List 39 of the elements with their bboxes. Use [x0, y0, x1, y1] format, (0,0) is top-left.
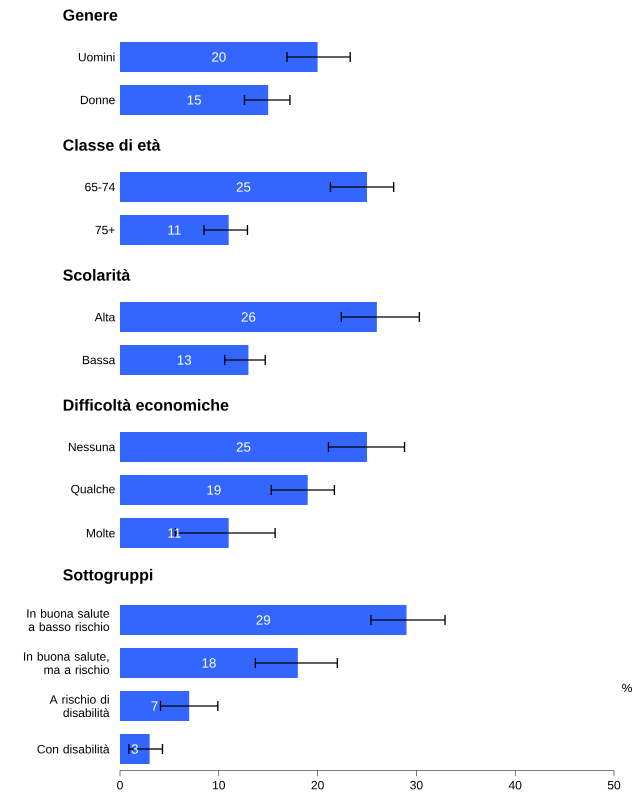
y-tick-label: Con disabilità [37, 744, 110, 754]
bar [120, 690, 190, 722]
y-tick-label: 75+ [96, 226, 115, 234]
chart-title: Classe di età [63, 138, 161, 151]
chart-title: Difficoltà economiche [64, 398, 228, 411]
y-tick-label: Alta [94, 312, 116, 322]
data-label: 13 [178, 355, 192, 365]
y-tick-label: Qualche [71, 484, 115, 496]
y-tick-label: 65-74 [85, 182, 115, 192]
data-label: 19 [207, 485, 221, 495]
bar [120, 648, 298, 678]
x-tick-label: 40 [508, 780, 522, 790]
data-label: 26 [242, 312, 256, 322]
y-tick-label: Nessuna [68, 442, 116, 452]
x-tick-label: 20 [312, 780, 324, 790]
chart-title: Sottogruppi [63, 568, 152, 584]
y-tick-label: Bassa [82, 356, 116, 364]
y-tick-label: Donne [80, 96, 115, 104]
x-axis-title: % [622, 684, 632, 692]
data-label: 25 [236, 182, 250, 192]
bar [120, 604, 407, 636]
data-label: 25 [236, 442, 250, 452]
y-tick-label: A rischio di disabilità [50, 694, 110, 718]
y-tick-label: Molte [86, 528, 115, 538]
x-tick-label: 10 [213, 780, 226, 790]
data-label: 18 [202, 658, 216, 668]
data-label: 7 [152, 701, 158, 711]
x-tick-label: 50 [608, 780, 620, 790]
chart-title: Genere [63, 9, 118, 21]
y-tick-label: Uomini [78, 52, 114, 62]
data-label: 11 [168, 225, 181, 235]
x-tick-label: 0 [117, 780, 123, 790]
x-tick-label: 30 [410, 780, 423, 790]
y-tick-label: In buona salute a basso rischio [27, 608, 110, 632]
data-label: 29 [256, 615, 270, 625]
data-label: 20 [212, 52, 226, 62]
chart-title: Scolarità [63, 268, 130, 281]
data-label: 15 [188, 95, 201, 105]
y-tick-label: In buona salute, ma a rischio [24, 652, 110, 674]
